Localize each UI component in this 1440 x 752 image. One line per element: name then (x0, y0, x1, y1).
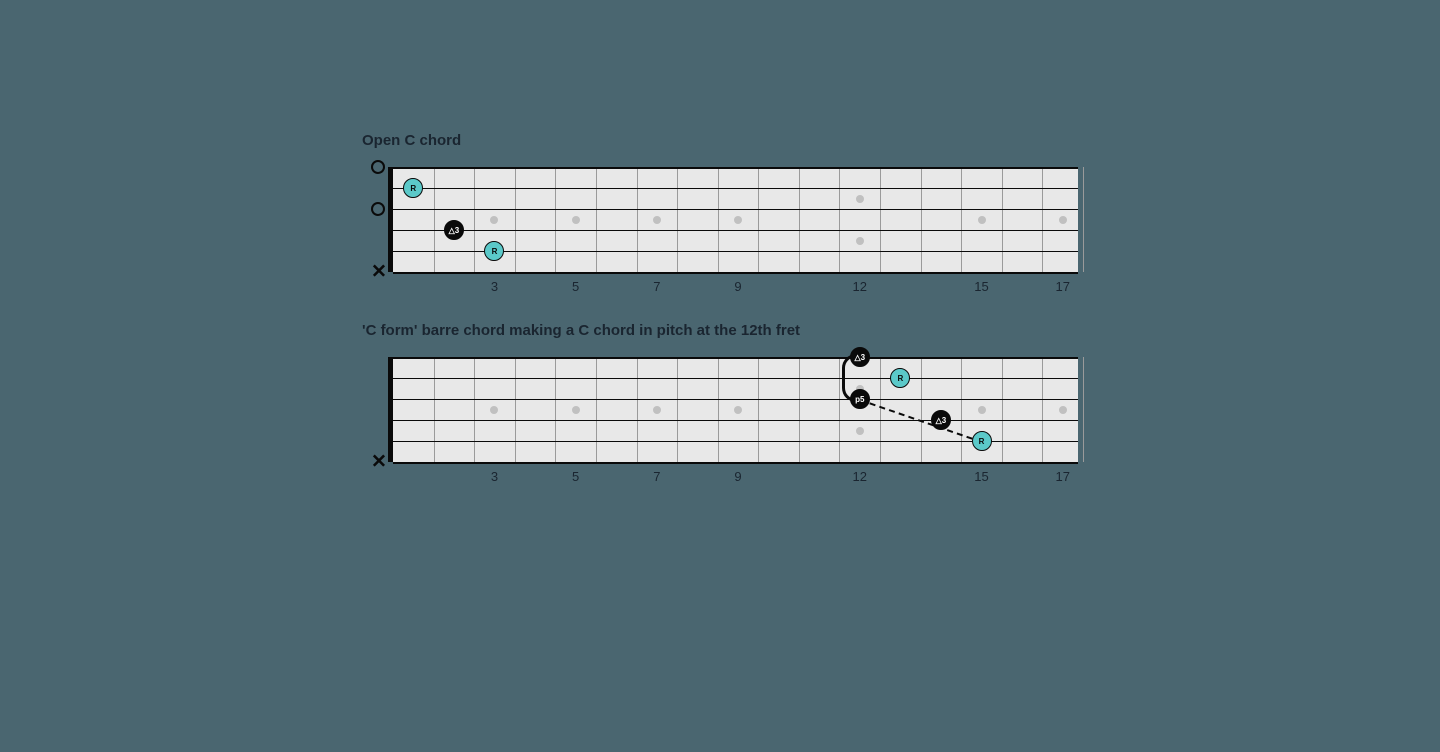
string-line (393, 378, 1078, 379)
root-note: R (972, 431, 992, 451)
fretboard-diagram: Open C chord3579121517✕R△3R (362, 132, 1078, 272)
fret-line (718, 357, 719, 462)
string-line (393, 230, 1078, 231)
fret-line (961, 357, 962, 462)
fret-line (474, 167, 475, 272)
fretboard-diagram: 'C form' barre chord making a C chord in… (362, 322, 1078, 462)
fret-inlay (490, 216, 498, 224)
string-line (393, 420, 1078, 421)
fret-line (921, 357, 922, 462)
fret-line (555, 167, 556, 272)
muted-string-marker: ✕ (371, 453, 387, 472)
fret-inlay (734, 216, 742, 224)
string-line (393, 462, 1078, 464)
fret-inlay (856, 237, 864, 245)
interval-note: △3 (444, 220, 464, 240)
fret-inlay (1059, 216, 1067, 224)
fret-line (758, 357, 759, 462)
fret-number-label: 3 (491, 469, 498, 484)
fret-inlay (572, 406, 580, 414)
interval-note: △3 (850, 347, 870, 367)
fret-line (921, 167, 922, 272)
string-line (393, 357, 1078, 359)
root-note: R (484, 241, 504, 261)
fret-line (799, 167, 800, 272)
string-line (393, 167, 1078, 169)
fret-inlay (856, 195, 864, 203)
fret-number-label: 5 (572, 469, 579, 484)
muted-string-marker: ✕ (371, 263, 387, 282)
fret-line (1042, 167, 1043, 272)
fret-number-label: 15 (974, 469, 988, 484)
fret-inlay (653, 216, 661, 224)
fret-number-label: 15 (974, 279, 988, 294)
fret-line (637, 357, 638, 462)
fret-line (596, 167, 597, 272)
fret-number-label: 12 (853, 279, 867, 294)
fret-line (880, 167, 881, 272)
fret-inlay (978, 406, 986, 414)
fret-line (1083, 357, 1084, 462)
fret-number-label: 7 (653, 279, 660, 294)
fret-number-label: 17 (1055, 469, 1069, 484)
fret-line (474, 357, 475, 462)
fret-number-label: 9 (734, 469, 741, 484)
fret-line (637, 167, 638, 272)
fret-line (677, 167, 678, 272)
fret-inlay (490, 406, 498, 414)
interval-note: △3 (931, 410, 951, 430)
fret-line (839, 357, 840, 462)
fret-line (961, 167, 962, 272)
fret-line (1042, 357, 1043, 462)
fret-inlay (653, 406, 661, 414)
string-line (393, 209, 1078, 210)
fret-line (677, 357, 678, 462)
fret-line (758, 167, 759, 272)
fret-line (880, 357, 881, 462)
fret-line (434, 167, 435, 272)
fret-number-label: 9 (734, 279, 741, 294)
fret-line (799, 357, 800, 462)
fret-number-label: 12 (853, 469, 867, 484)
fret-line (515, 167, 516, 272)
fret-line (1002, 357, 1003, 462)
fret-line (596, 357, 597, 462)
fret-number-label: 5 (572, 279, 579, 294)
diagram-title: 'C form' barre chord making a C chord in… (362, 322, 1078, 339)
root-note: R (890, 368, 910, 388)
fret-line (515, 357, 516, 462)
fret-inlay (856, 427, 864, 435)
fret-inlay (572, 216, 580, 224)
fret-inlay (734, 406, 742, 414)
fretboard: 3579121517✕△3Rp5△3R (388, 357, 1078, 462)
fret-number-label: 17 (1055, 279, 1069, 294)
fretboard: 3579121517✕R△3R (388, 167, 1078, 272)
fret-line (839, 167, 840, 272)
fret-line (555, 357, 556, 462)
open-string-marker (371, 202, 385, 216)
string-line (393, 188, 1078, 189)
string-line (393, 399, 1078, 400)
fret-inlay (978, 216, 986, 224)
open-string-marker (371, 160, 385, 174)
fret-line (1002, 167, 1003, 272)
root-note: R (403, 178, 423, 198)
fret-inlay (1059, 406, 1067, 414)
fret-line (718, 167, 719, 272)
fret-line (1083, 167, 1084, 272)
fret-line (434, 357, 435, 462)
interval-note: p5 (850, 389, 870, 409)
string-line (393, 272, 1078, 274)
fret-number-label: 3 (491, 279, 498, 294)
diagram-title: Open C chord (362, 132, 1078, 149)
fret-number-label: 7 (653, 469, 660, 484)
